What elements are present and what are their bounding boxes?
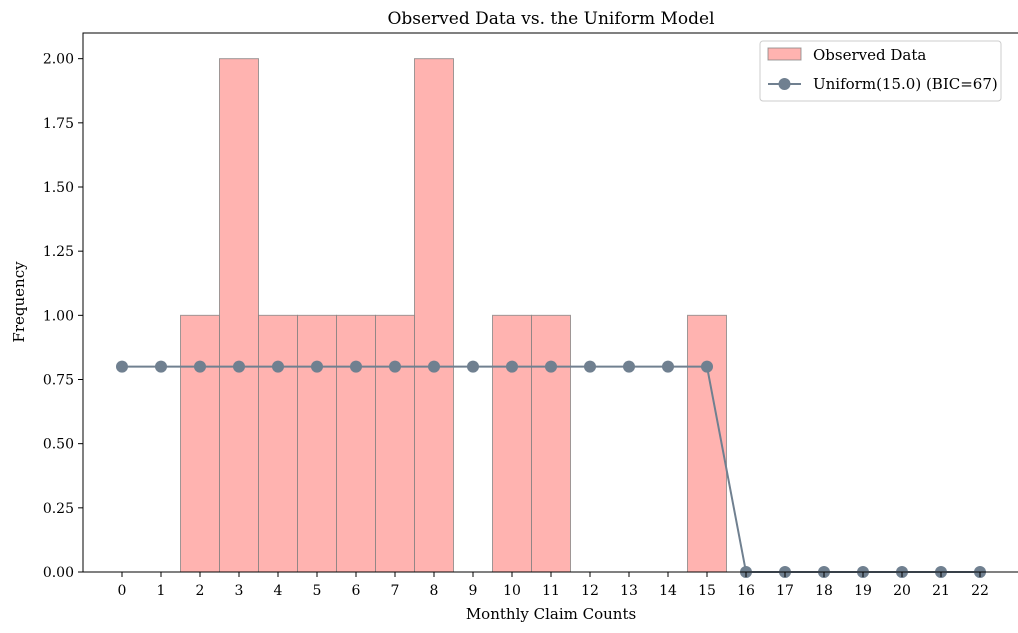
x-tick-label-15: 15 xyxy=(698,583,716,599)
x-tick-label-0: 0 xyxy=(118,583,127,599)
x-tick-label-2: 2 xyxy=(196,583,205,599)
y-tick-label-0: 0.00 xyxy=(43,565,74,581)
y-tick-label-7: 1.75 xyxy=(43,116,74,132)
uniform-point-x-14 xyxy=(662,360,674,373)
x-axis: 0 1 2 3 4 5 6 7 8 9 10 11 12 13 14 15 16 17 18 19 20 21 22 xyxy=(118,572,989,599)
bar-x-11 xyxy=(531,314,571,573)
bar-x-2 xyxy=(180,314,220,573)
x-tick-label-12: 12 xyxy=(581,583,599,599)
uniform-point-x-2 xyxy=(194,360,206,373)
bar-x-4 xyxy=(258,314,298,573)
x-tick-label-16: 16 xyxy=(737,583,755,599)
legend-label-observed-data: Observed Data xyxy=(813,46,926,64)
x-tick-label-10: 10 xyxy=(503,583,521,599)
bar-x-3 xyxy=(219,58,259,573)
y-axis: 0.00 0.25 0.50 0.75 1.00 1.25 1.50 1.75 2.00 xyxy=(43,52,83,581)
x-tick-label-3: 3 xyxy=(235,583,244,599)
x-tick-label-22: 22 xyxy=(971,583,989,599)
uniform-point-x-3 xyxy=(233,360,245,373)
uniform-point-x-6 xyxy=(350,360,362,373)
x-tick-label-21: 21 xyxy=(932,583,950,599)
uniform-point-x-10 xyxy=(506,360,518,373)
legend-label-uniform: Uniform(15.0) (BIC=67) xyxy=(813,75,998,93)
x-tick-label-1: 1 xyxy=(157,583,166,599)
x-tick-label-20: 20 xyxy=(893,583,911,599)
x-tick-label-11: 11 xyxy=(542,583,560,599)
x-tick-label-7: 7 xyxy=(391,583,400,599)
x-tick-label-14: 14 xyxy=(659,583,677,599)
x-tick-label-4: 4 xyxy=(274,583,283,599)
legend-swatch-observed-data xyxy=(767,47,802,61)
uniform-point-x-8 xyxy=(428,360,440,373)
bar-x-6 xyxy=(336,314,376,573)
y-tick-label-2: 0.50 xyxy=(43,437,74,453)
uniform-point-x-9 xyxy=(467,360,479,373)
uniform-point-x-7 xyxy=(389,360,401,373)
bar-x-15 xyxy=(687,314,727,573)
bars-layer xyxy=(180,58,727,573)
uniform-point-x-0 xyxy=(116,360,128,373)
x-tick-label-5: 5 xyxy=(313,583,322,599)
bar-x-10 xyxy=(492,314,532,573)
uniform-point-x-4 xyxy=(272,360,284,373)
uniform-point-x-11 xyxy=(545,360,557,373)
y-tick-label-3: 0.75 xyxy=(43,373,74,389)
y-axis-title: Frequency xyxy=(10,261,28,343)
bar-x-7 xyxy=(375,314,415,573)
y-tick-label-8: 2.00 xyxy=(43,52,74,68)
legend-swatch-uniform-marker xyxy=(778,78,791,90)
x-tick-label-18: 18 xyxy=(815,583,833,599)
x-axis-title: Monthly Claim Counts xyxy=(466,605,636,623)
uniform-point-x-5 xyxy=(311,360,323,373)
x-tick-label-8: 8 xyxy=(430,583,439,599)
uniform-point-x-1 xyxy=(155,360,167,373)
y-tick-label-4: 1.00 xyxy=(43,308,74,324)
bar-x-5 xyxy=(297,314,337,573)
uniform-point-x-12 xyxy=(584,360,596,373)
legend: Observed Data Uniform(15.0) (BIC=67) xyxy=(759,40,1002,102)
x-tick-label-13: 13 xyxy=(620,583,638,599)
bar-x-8 xyxy=(414,58,454,573)
uniform-point-x-13 xyxy=(623,360,635,373)
y-tick-label-1: 0.25 xyxy=(43,501,74,517)
y-tick-label-5: 1.25 xyxy=(43,244,74,260)
x-tick-label-6: 6 xyxy=(352,583,361,599)
chart-title: Observed Data vs. the Uniform Model xyxy=(387,9,714,29)
x-tick-label-9: 9 xyxy=(469,583,478,599)
uniform-point-x-15 xyxy=(701,360,713,373)
y-tick-label-6: 1.50 xyxy=(43,180,74,196)
legend-box xyxy=(759,40,1002,102)
x-tick-label-19: 19 xyxy=(854,583,872,599)
x-tick-label-17: 17 xyxy=(776,583,794,599)
